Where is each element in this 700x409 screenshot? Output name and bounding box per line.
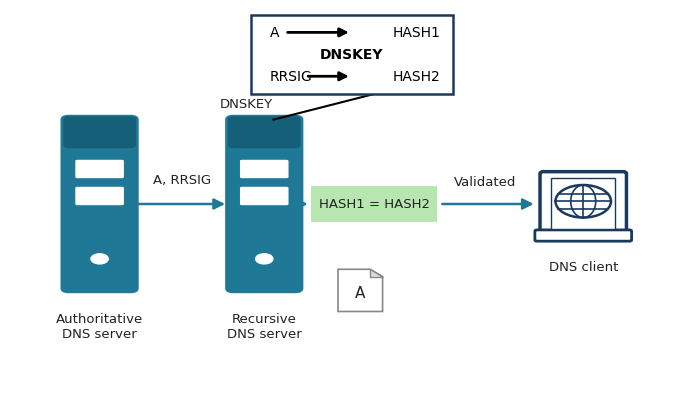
FancyBboxPatch shape — [540, 172, 626, 234]
Text: A: A — [355, 285, 365, 300]
Text: DNS client: DNS client — [549, 261, 618, 273]
Polygon shape — [338, 270, 383, 312]
Text: A, RRSIG: A, RRSIG — [153, 173, 211, 187]
Polygon shape — [370, 270, 383, 277]
Text: HASH2: HASH2 — [393, 70, 440, 84]
Text: DNSKEY: DNSKEY — [320, 48, 384, 62]
FancyBboxPatch shape — [535, 230, 631, 242]
FancyBboxPatch shape — [76, 160, 124, 179]
Text: Authoritative
DNS server: Authoritative DNS server — [56, 313, 144, 341]
Text: HASH1 = HASH2: HASH1 = HASH2 — [318, 198, 430, 211]
Circle shape — [91, 254, 108, 264]
Text: DNSKEY: DNSKEY — [220, 97, 273, 110]
Text: Validated: Validated — [454, 175, 517, 189]
Text: RRSIG: RRSIG — [270, 70, 312, 84]
FancyBboxPatch shape — [225, 115, 303, 294]
FancyBboxPatch shape — [76, 187, 124, 206]
Text: Recursive
DNS server: Recursive DNS server — [227, 313, 302, 341]
Circle shape — [556, 186, 611, 218]
FancyBboxPatch shape — [551, 179, 615, 229]
FancyBboxPatch shape — [228, 117, 300, 149]
FancyBboxPatch shape — [240, 187, 288, 206]
Circle shape — [256, 254, 273, 264]
FancyBboxPatch shape — [60, 115, 139, 294]
FancyBboxPatch shape — [251, 16, 453, 94]
FancyBboxPatch shape — [240, 160, 288, 179]
Text: A: A — [270, 26, 279, 40]
FancyBboxPatch shape — [63, 117, 136, 149]
FancyBboxPatch shape — [312, 187, 437, 222]
Text: HASH1: HASH1 — [393, 26, 440, 40]
